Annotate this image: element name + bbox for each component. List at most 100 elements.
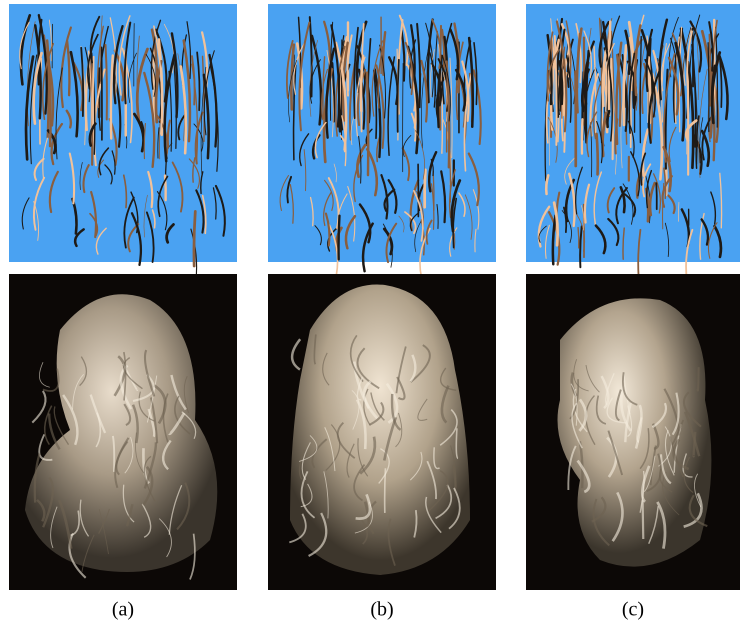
- strand: [365, 71, 370, 177]
- strand: [89, 15, 101, 64]
- strand: [327, 177, 340, 229]
- strand: [663, 167, 667, 200]
- strand: [416, 22, 422, 109]
- strand: [182, 39, 192, 143]
- curl: [426, 460, 437, 500]
- strand: [565, 20, 572, 81]
- strand: [356, 68, 367, 127]
- strand: [454, 68, 467, 112]
- strand: [678, 201, 680, 222]
- curl: [123, 357, 143, 390]
- strand: [19, 21, 30, 70]
- strand: [65, 109, 73, 129]
- strand: [575, 22, 582, 84]
- curl: [42, 476, 55, 528]
- strand: [699, 212, 705, 260]
- strand: [617, 53, 629, 132]
- strand: [645, 28, 654, 93]
- strand: [298, 21, 311, 132]
- strand: [402, 135, 412, 157]
- strand: [337, 214, 341, 261]
- curl: [390, 393, 402, 431]
- curl: [142, 466, 154, 506]
- strand: [196, 51, 201, 112]
- strand: [95, 227, 107, 255]
- strand: [718, 54, 729, 121]
- strand: [538, 225, 547, 243]
- curl: [591, 496, 607, 523]
- curl: [300, 470, 316, 519]
- curl: [567, 445, 577, 491]
- curl: [359, 436, 377, 475]
- curl: [349, 334, 364, 383]
- curl: [641, 500, 645, 540]
- curl: [648, 506, 659, 545]
- strand: [98, 147, 110, 176]
- curl: [183, 375, 189, 414]
- curl: [308, 512, 328, 557]
- curl: [433, 447, 440, 470]
- strand: [373, 69, 378, 140]
- strand: [293, 43, 305, 95]
- curl: [79, 499, 90, 537]
- strand: [472, 69, 482, 146]
- strand: [288, 59, 298, 123]
- curl: [313, 334, 317, 365]
- strand: [32, 176, 46, 231]
- curl: [606, 397, 627, 424]
- strand: [544, 224, 550, 259]
- strand: [436, 204, 439, 229]
- strand: [580, 68, 590, 113]
- strand: [200, 171, 204, 195]
- strand: [409, 39, 417, 89]
- strand: [584, 49, 590, 144]
- curl: [89, 394, 107, 434]
- curl: [692, 431, 697, 458]
- strand: [309, 59, 321, 104]
- strand: [87, 33, 99, 90]
- strand: [622, 183, 634, 225]
- curl: [570, 383, 578, 426]
- caption: (c): [622, 599, 644, 621]
- strand: [710, 64, 716, 111]
- strand: [286, 175, 293, 204]
- strand: [26, 21, 36, 127]
- strand: [328, 224, 339, 277]
- strand: [678, 26, 683, 133]
- curl: [39, 362, 50, 388]
- curl: [79, 356, 88, 387]
- strand: [455, 41, 464, 121]
- strand: [709, 66, 716, 162]
- strand: [553, 35, 558, 146]
- curl: [370, 392, 385, 421]
- strand: [641, 128, 650, 178]
- strand: [449, 227, 458, 257]
- strand: [111, 150, 116, 175]
- curl: [659, 454, 672, 485]
- strand: [104, 43, 108, 121]
- curl: [369, 401, 385, 426]
- strand: [642, 163, 652, 198]
- strand: [700, 129, 711, 168]
- strand: [323, 179, 334, 211]
- curl: [68, 532, 87, 579]
- strand: [620, 62, 629, 169]
- strand: [50, 122, 64, 166]
- curl: [33, 453, 41, 503]
- strand: [401, 147, 411, 182]
- curl: [189, 533, 196, 580]
- strand: [474, 228, 477, 253]
- curl: [672, 438, 690, 471]
- strand: [607, 217, 620, 247]
- strand: [421, 43, 430, 149]
- curl: [43, 405, 53, 446]
- curl: [682, 391, 702, 428]
- curl: [170, 374, 187, 411]
- strand: [400, 29, 406, 82]
- strand: [686, 60, 695, 170]
- curl: [439, 409, 458, 446]
- curl: [353, 464, 366, 502]
- strand: [73, 228, 85, 248]
- curl: [656, 501, 667, 549]
